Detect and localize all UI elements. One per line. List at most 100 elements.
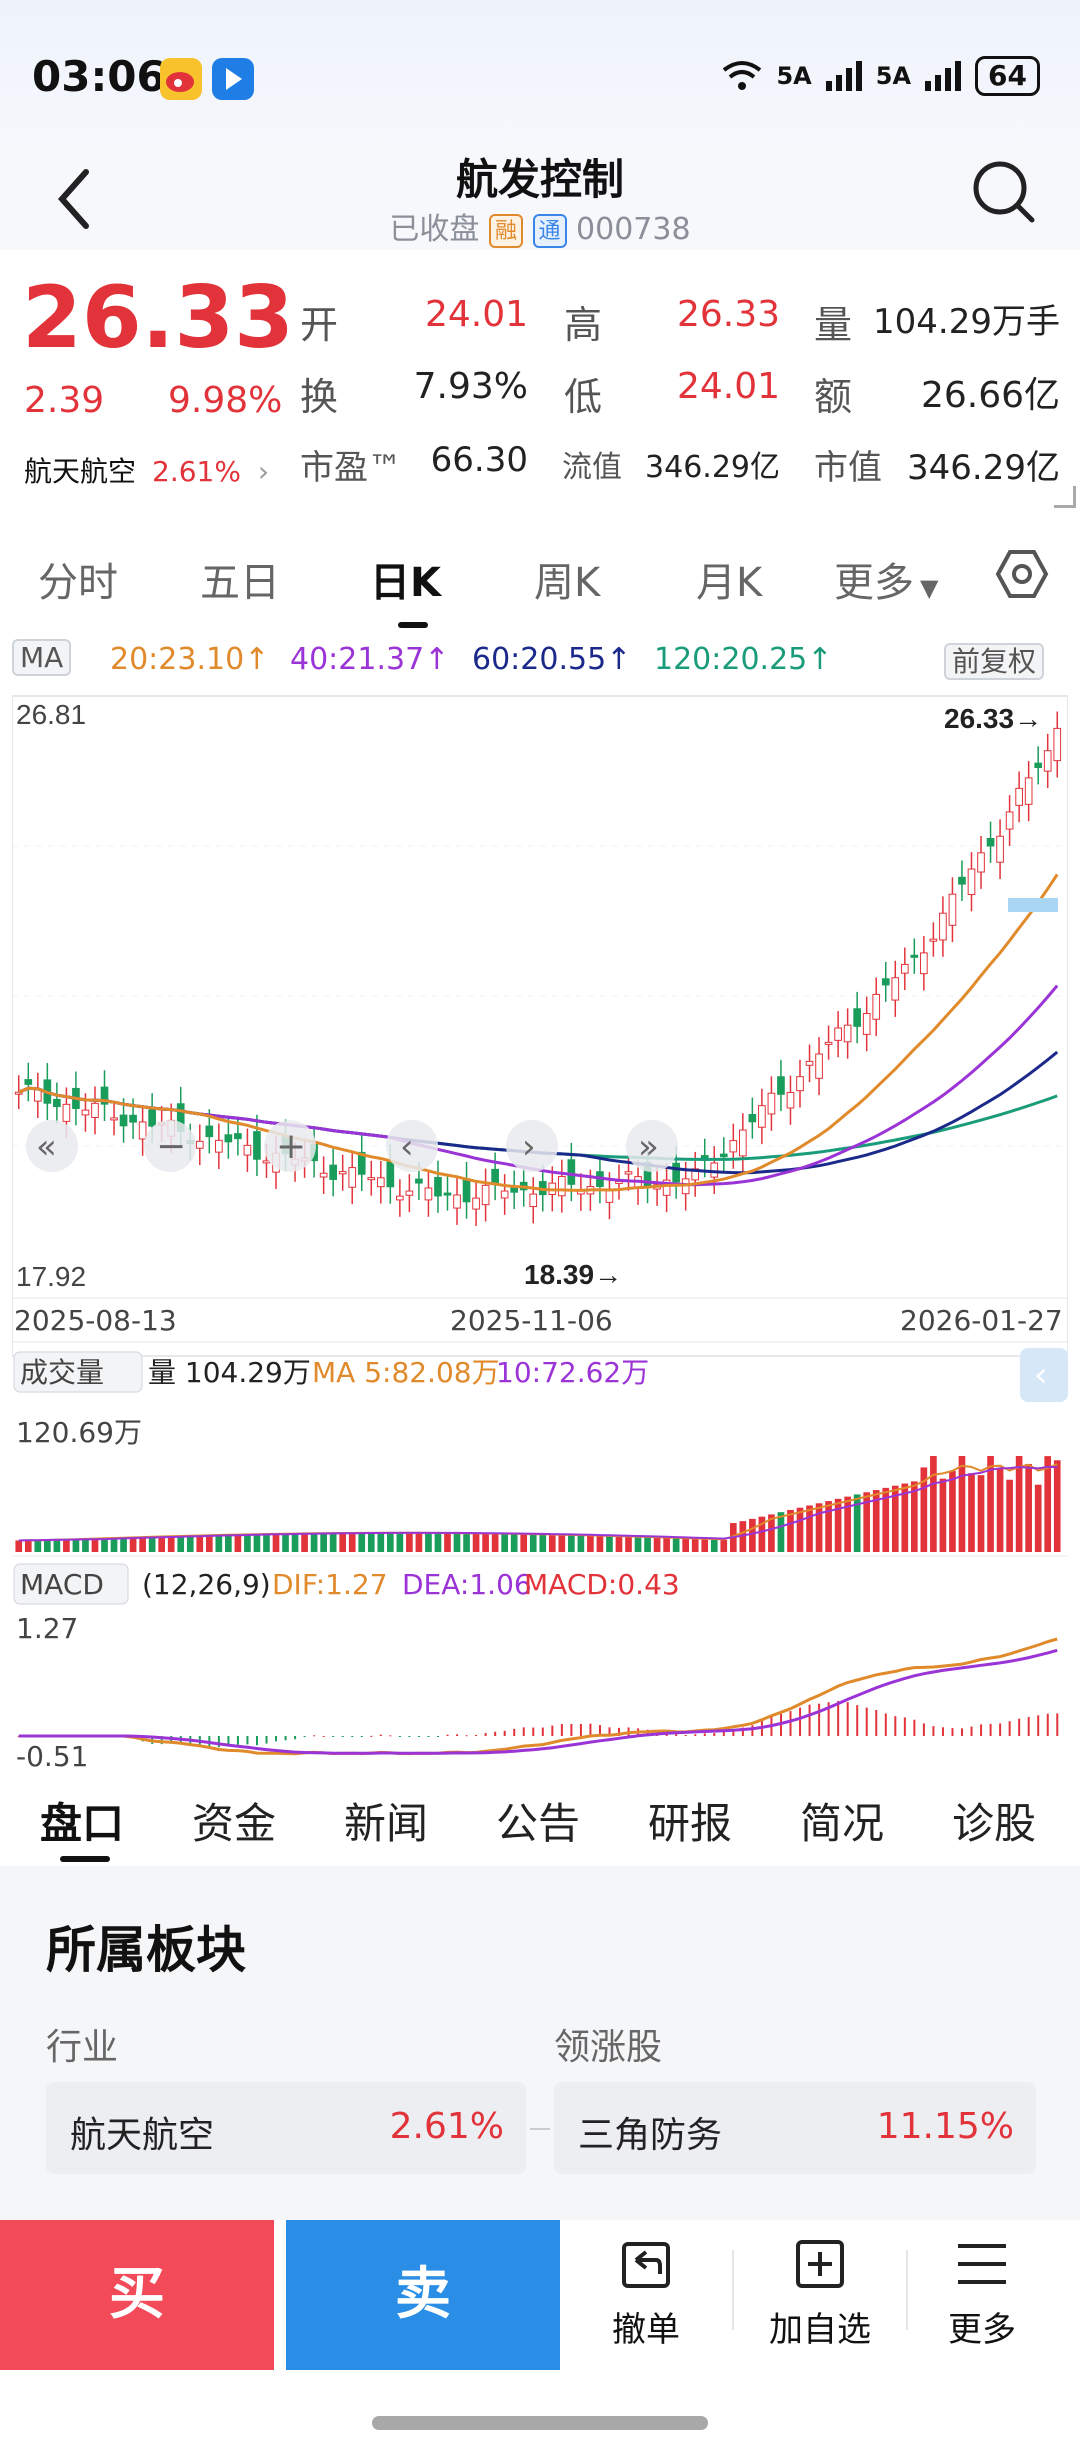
pan-right-button[interactable] (506, 1120, 558, 1172)
sector-pct: 2.61% (152, 455, 241, 488)
volume-bar (110, 1537, 118, 1552)
macd-select[interactable] (13, 1563, 129, 1605)
candle-body (1024, 777, 1033, 805)
search-button[interactable] (970, 158, 1040, 228)
candle-body (996, 835, 1004, 863)
high-value: 26.33 (676, 294, 780, 335)
expand-corner-icon[interactable] (1054, 486, 1076, 508)
macd-bar (989, 1723, 992, 1736)
back-button[interactable] (50, 164, 110, 234)
tab-daily-k[interactable]: 日K (370, 560, 441, 606)
volume-bar (348, 1532, 356, 1552)
tab-research[interactable]: 研报 (648, 1799, 733, 1848)
double-chevron-left-icon: « (36, 1127, 57, 1167)
chart-settings-button[interactable] (994, 546, 1050, 606)
pan-left-button[interactable] (386, 1120, 438, 1172)
market-state: 已收盘 (389, 212, 480, 247)
tab-profile[interactable]: 简况 (800, 1799, 885, 1848)
zoom-out-button[interactable] (144, 1120, 196, 1172)
macd-bar (570, 1723, 573, 1736)
macd-bar (789, 1711, 792, 1736)
industry-card[interactable] (46, 2082, 526, 2174)
macd-bar (341, 1736, 344, 1737)
separator (732, 2250, 734, 2330)
tab-more[interactable]: 更多 ▼ (834, 550, 938, 608)
volume-bar (863, 1492, 871, 1552)
scroll-end-button[interactable] (626, 1120, 678, 1172)
add-watchlist-button[interactable]: 加自选 (740, 2236, 900, 2351)
candle-body (796, 1076, 804, 1092)
wifi-icon (723, 61, 762, 90)
tab-more-label: 更多 (834, 560, 914, 606)
float-cap-label: 流值 (562, 450, 622, 485)
tab-five-day[interactable]: 五日 (200, 560, 280, 606)
status-right: 5A 5A 64 (722, 56, 1040, 96)
tab-diagnosis[interactable]: 诊股 (952, 1799, 1037, 1848)
sell-button[interactable]: 卖 (286, 2220, 560, 2370)
macd-bar (398, 1736, 401, 1737)
more-button[interactable]: 更多 (902, 2236, 1062, 2351)
volume-bar (910, 1481, 918, 1552)
side-panel-toggle[interactable] (1020, 1348, 1068, 1402)
leader-name: 三角防务 (578, 2115, 723, 2156)
macd-bar (494, 1731, 497, 1736)
macd-bar (827, 1702, 830, 1736)
sector-name: 航天航空 (24, 455, 137, 488)
tab-news[interactable]: 新闻 (344, 1799, 429, 1848)
volume-bar (82, 1538, 89, 1552)
candle-body (624, 1171, 633, 1175)
candle-body (243, 1144, 252, 1156)
buy-button[interactable]: 买 (0, 2220, 274, 2370)
candle-body (319, 1172, 328, 1178)
adjust-select-label: 前复权 (944, 643, 1045, 680)
macd-bar (275, 1736, 278, 1742)
volume-bar (1044, 1456, 1052, 1552)
caret-down-icon: ▼ (920, 574, 939, 602)
candle-body (567, 1159, 576, 1185)
pe-label: 市盈™ (300, 448, 402, 488)
macd-bar (284, 1736, 287, 1741)
tab-announcements[interactable]: 公告 (496, 1799, 581, 1848)
date-start: 2025-08-13 (14, 1304, 177, 1337)
ma20-legend: 20:23.10↑ (110, 642, 270, 677)
candle-body (1034, 762, 1043, 769)
volume-bar (720, 1539, 728, 1552)
macd-bar (675, 1733, 678, 1736)
date-middle: 2025-11-06 (450, 1304, 613, 1337)
zoom-in-button[interactable] (264, 1120, 316, 1172)
macd-bar (427, 1736, 430, 1737)
cancel-order-button[interactable]: 撤单 (566, 2236, 726, 2351)
leader-card[interactable] (554, 2082, 1036, 2174)
scroll-start-button[interactable] (26, 1120, 78, 1172)
volume-select[interactable] (13, 1351, 143, 1393)
candle-body (691, 1168, 700, 1181)
volume-bar (205, 1534, 213, 1552)
macd-bar (722, 1731, 725, 1736)
kline-chart[interactable]: 26.81 17.92 26.33→ 18.39→ « − + ‹ › » 20… (12, 636, 1068, 1776)
tab-weekly-k[interactable]: 周K (534, 560, 601, 606)
volume-bar (548, 1534, 556, 1552)
macd-histogram (17, 1700, 1059, 1748)
volume-bar (529, 1534, 537, 1552)
macd-bar (417, 1736, 420, 1737)
tab-intraday[interactable]: 分时 (38, 560, 118, 606)
separator (906, 2250, 908, 2330)
volume-bar (844, 1496, 851, 1552)
volume-bar (491, 1533, 499, 1552)
tab-monthly-k[interactable]: 月K (696, 560, 763, 606)
ma-select[interactable]: MA (12, 639, 72, 676)
volume-bar (24, 1540, 32, 1552)
open-label: 开 (300, 303, 339, 347)
macd-bar (379, 1734, 382, 1736)
home-indicator[interactable] (372, 2416, 708, 2430)
tab-order-book[interactable]: 盘口 (40, 1799, 125, 1848)
candle-body (529, 1193, 538, 1208)
tab-funds[interactable]: 资金 (192, 1799, 277, 1848)
volume-bar (15, 1540, 23, 1552)
candle-body (929, 938, 938, 942)
volume-bar (996, 1468, 1004, 1552)
sector-link[interactable]: 航天航空 2.61% › (24, 450, 269, 490)
macd-bar (951, 1728, 954, 1736)
adjust-select[interactable]: 前复权 (944, 640, 1045, 680)
macd-bar (551, 1725, 554, 1736)
